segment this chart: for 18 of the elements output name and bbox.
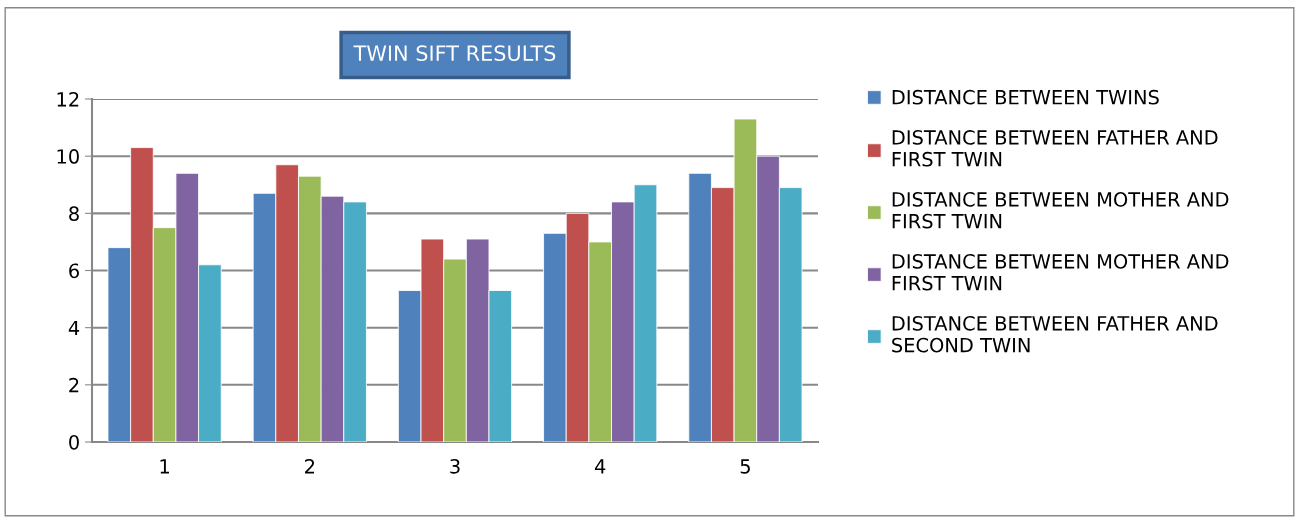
legend-label: DISTANCE BETWEEN MOTHER AND FIRST TWIN (892, 192, 1229, 229)
legend-label: DISTANCE BETWEEN MOTHER AND FIRST TWIN (892, 254, 1229, 291)
legend-label: DISTANCE BETWEEN FATHER AND FIRST TWIN (892, 130, 1218, 167)
x-tick-label: 1 (160, 459, 169, 474)
x-tick-label: 4 (594, 459, 606, 474)
x-tick-label: 5 (740, 459, 750, 474)
legend-label: DISTANCE BETWEEN FATHER AND SECOND TWIN (892, 315, 1218, 353)
y-tick-label: 6 (69, 263, 79, 279)
y-tick-label: 10 (57, 149, 79, 164)
y-tick-label: 8 (69, 206, 79, 221)
y-tick-label: 12 (57, 91, 79, 107)
chart-title: TWIN SIFT RESULTS (353, 45, 556, 62)
y-tick-label: 0 (69, 434, 79, 450)
x-tick-label: 2 (305, 459, 315, 474)
legend-label: DISTANCE BETWEEN TWINS (892, 89, 1159, 105)
y-tick-label: 4 (68, 320, 80, 336)
y-tick-label: 2 (69, 377, 79, 393)
x-tick-label: 3 (450, 459, 460, 474)
